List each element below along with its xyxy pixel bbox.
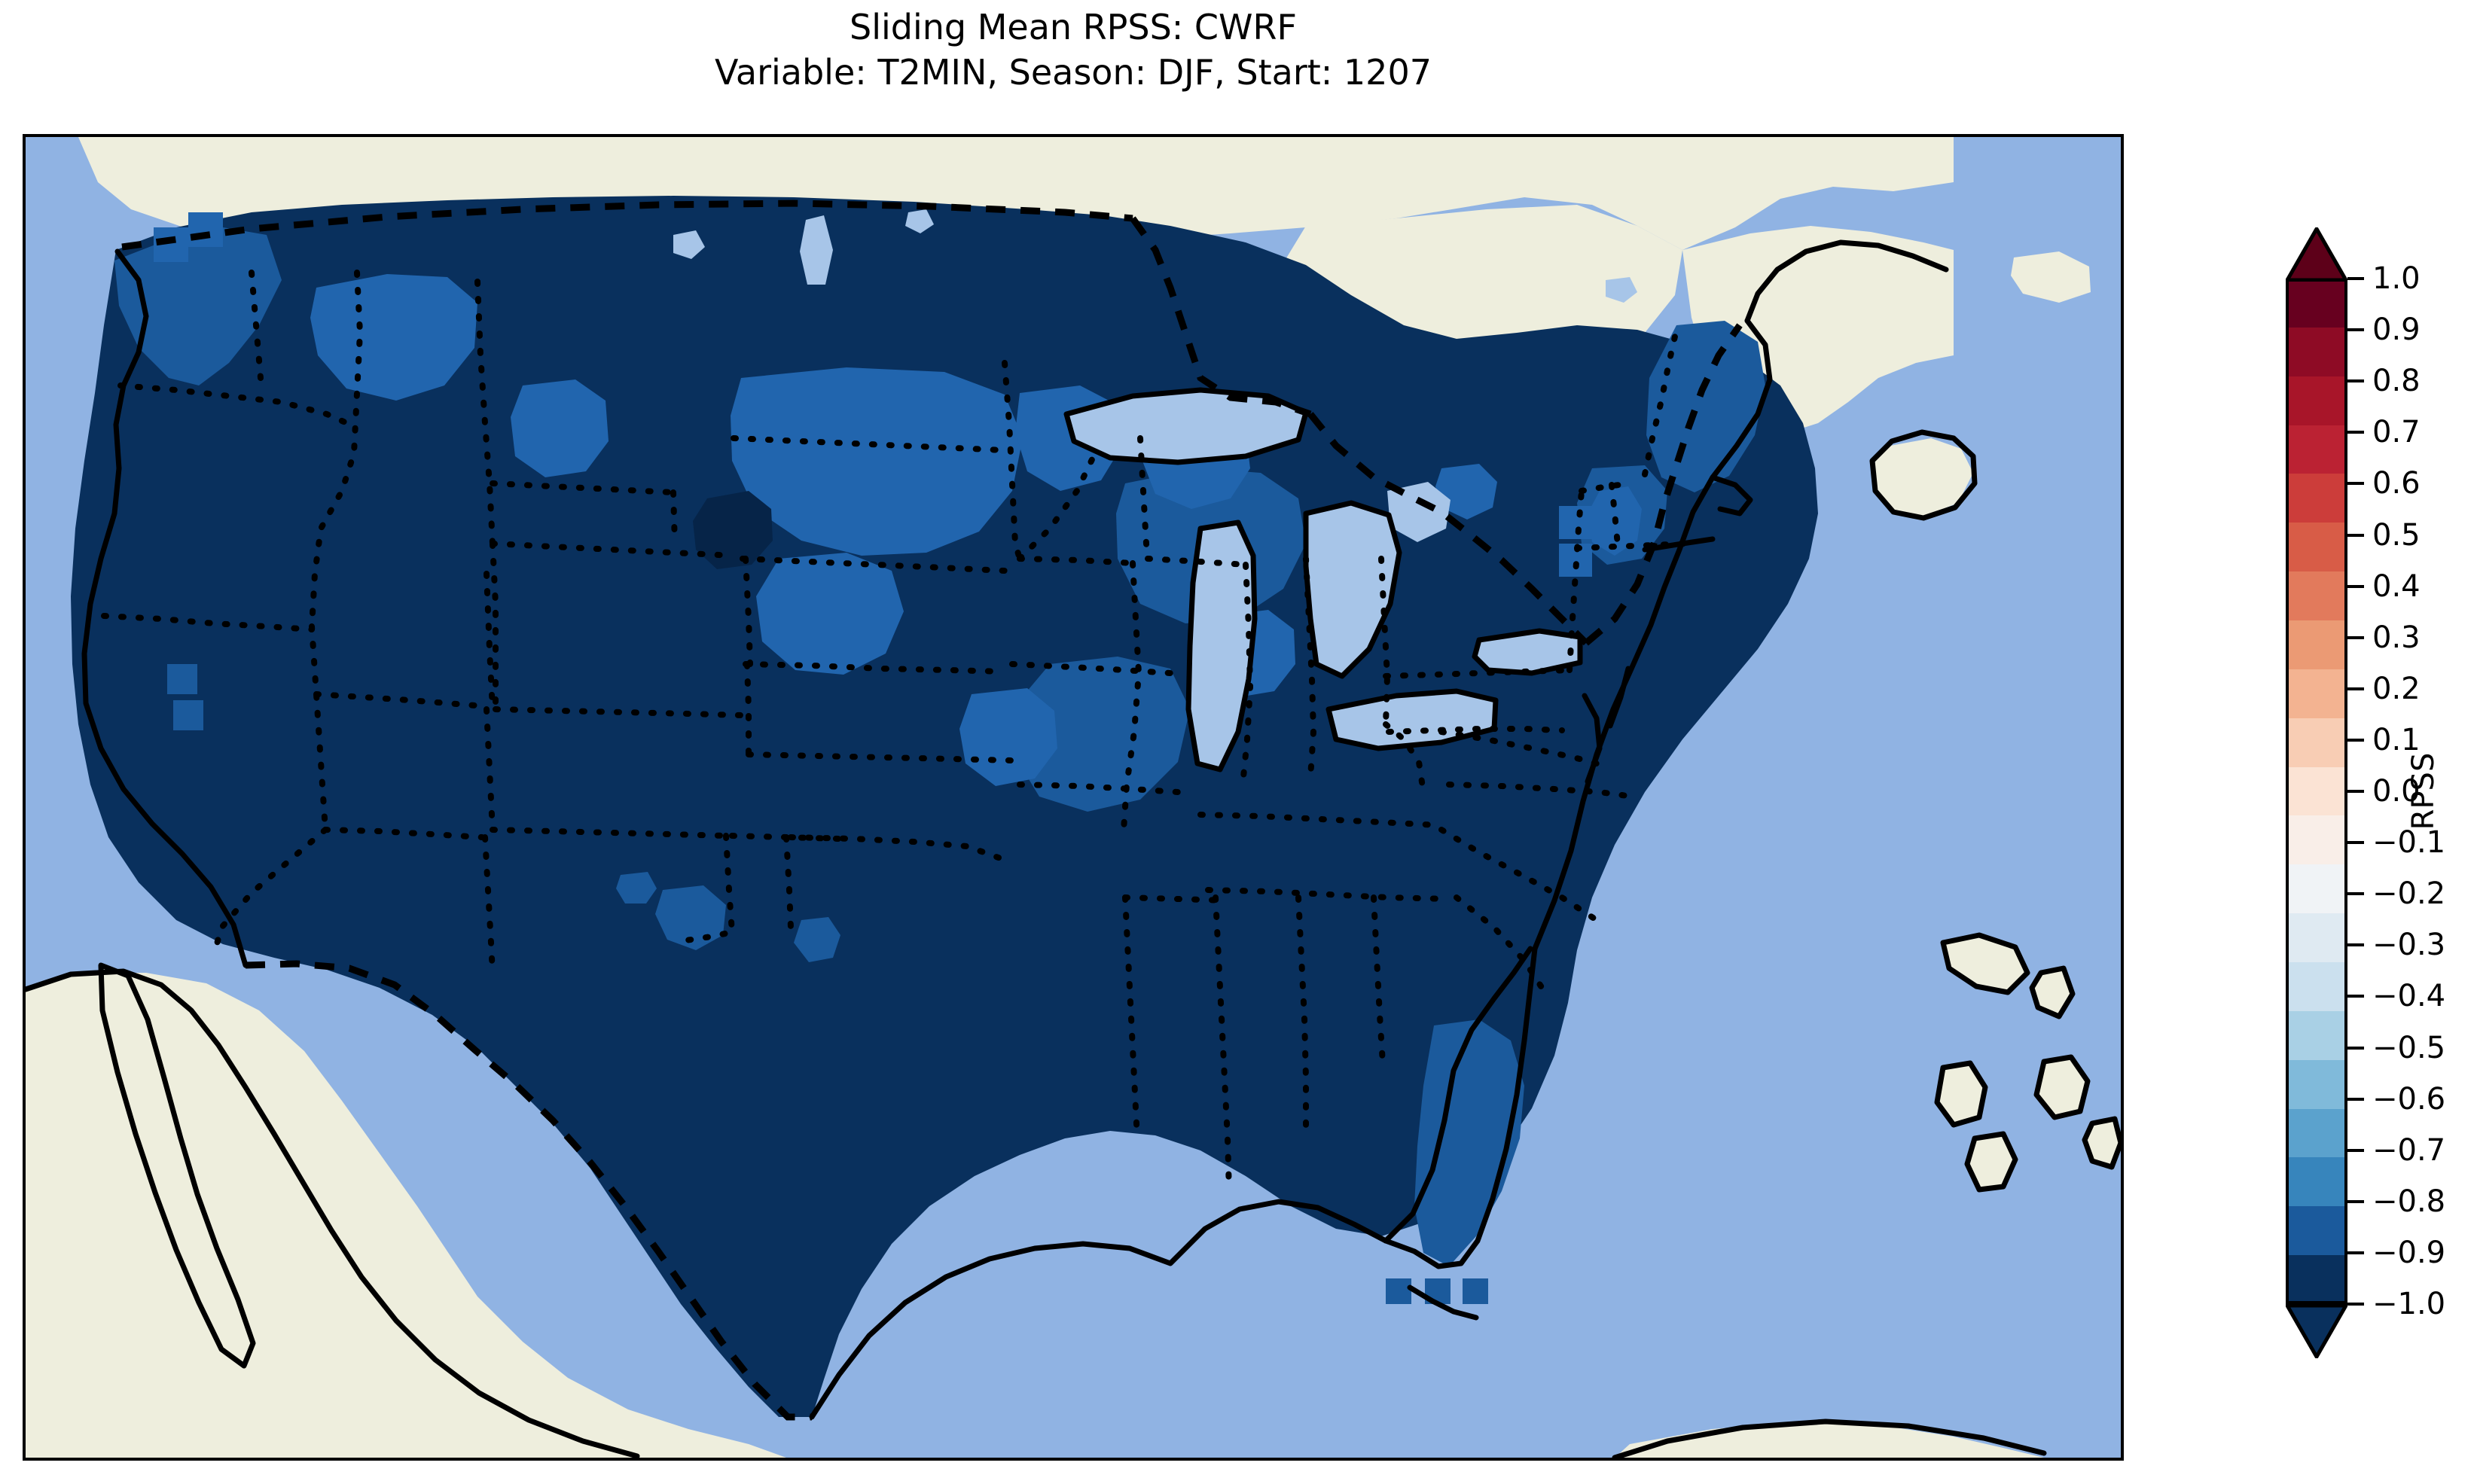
rpss-band--0.95 <box>71 196 1818 1417</box>
colorbar-tick <box>2347 1046 2364 1050</box>
colorbar-tick-label: 0.6 <box>2372 466 2421 501</box>
colorbar-tick <box>2347 687 2364 690</box>
colorbar-band <box>2286 718 2347 768</box>
conus-rpss-map <box>26 137 2121 1458</box>
colorbar-tick-label: −0.6 <box>2372 1081 2446 1117</box>
colorbar-tick <box>2347 328 2364 332</box>
figure-subtitle: Variable: T2MIN, Season: DJF, Start: 120… <box>715 52 1432 93</box>
colorbar-tick-label: −0.9 <box>2372 1235 2446 1270</box>
colorbar-tick-label: 0.3 <box>2372 620 2421 655</box>
colorbar-band <box>2286 815 2347 866</box>
colorbar-tick-label: −0.4 <box>2372 979 2446 1014</box>
colorbar-extend-bottom-arrow <box>2286 1304 2347 1358</box>
colorbar-band <box>2286 523 2347 573</box>
coastlines <box>26 239 2121 1458</box>
colorbar-tick <box>2347 738 2364 742</box>
colorbar-tick-label: −0.7 <box>2372 1132 2446 1168</box>
colorbar-tick-label: −0.8 <box>2372 1184 2446 1219</box>
colorbar-tick <box>2347 892 2364 896</box>
colorbar-tick-label: −0.5 <box>2372 1030 2446 1065</box>
colorbar-tick <box>2347 841 2364 845</box>
colorbar-band <box>2286 669 2347 719</box>
colorbar-tick <box>2347 1303 2364 1306</box>
colorbar-tick <box>2347 1148 2364 1152</box>
state-borders <box>101 270 1690 1194</box>
colorbar-tick-label: 0.1 <box>2372 722 2421 757</box>
colorbar-tick <box>2347 277 2364 280</box>
map-axes[interactable] <box>23 134 2124 1461</box>
colorbar-tick-label: 0.9 <box>2372 312 2421 348</box>
country-borders <box>121 200 1743 1421</box>
colorbar-tick-label: 0.0 <box>2372 774 2421 809</box>
colorbar-band <box>2286 425 2347 475</box>
colorbar-tick <box>2347 533 2364 537</box>
colorbar-band <box>2286 279 2347 328</box>
colorbar-tick-label: 0.2 <box>2372 671 2421 706</box>
colorbar-tick <box>2347 584 2364 588</box>
colorbar-band <box>2286 1108 2347 1159</box>
colorbar-band <box>2286 474 2347 524</box>
colorbar-tick <box>2347 943 2364 947</box>
colorbar-band <box>2286 1255 2347 1305</box>
colorbar-tick-label: 1.0 <box>2372 261 2421 296</box>
figure-title-block: Sliding Mean RPSS: CWRF Variable: T2MIN,… <box>0 5 2146 95</box>
colorbar-tick <box>2347 482 2364 486</box>
colorbar-band <box>2286 620 2347 670</box>
colorbar-tick-label: 0.8 <box>2372 364 2421 399</box>
colorbar-band <box>2286 571 2347 621</box>
colorbar-tick <box>2347 995 2364 998</box>
colorbar-tick-label: −0.3 <box>2372 928 2446 963</box>
colorbar-band <box>2286 962 2347 1012</box>
colorbar-tick <box>2347 1251 2364 1254</box>
page-title: Sliding Mean RPSS: CWRF <box>850 7 1297 47</box>
colorbar-tick-label: −0.1 <box>2372 825 2446 861</box>
colorbar-tick <box>2347 790 2364 793</box>
colorbar-band <box>2286 1206 2347 1257</box>
rpss-data-raster <box>71 196 1818 1417</box>
colorbar-tick <box>2347 1097 2364 1101</box>
colorbar-tick-label: −1.0 <box>2372 1287 2446 1321</box>
colorbar-tick-label: 0.5 <box>2372 517 2421 553</box>
colorbar-tick <box>2347 635 2364 639</box>
colorbar-extend-top-arrow <box>2286 227 2347 282</box>
colorbar-tick <box>2347 379 2364 383</box>
colorbar-band <box>2286 1157 2347 1208</box>
colorbar-tick <box>2347 1199 2364 1203</box>
rpss-band--0.75 <box>154 212 1642 786</box>
colorbar-band <box>2286 913 2347 963</box>
rpss-band--1.0 <box>693 491 773 569</box>
colorbar-band <box>2286 376 2347 426</box>
colorbar[interactable] <box>2286 279 2347 1305</box>
colorbar-band <box>2286 766 2347 817</box>
colorbar-tick-label: 0.7 <box>2372 415 2421 450</box>
colorbar-tick-label: −0.2 <box>2372 876 2446 912</box>
colorbar-tick-label: 0.4 <box>2372 568 2421 604</box>
colorbar-band <box>2286 327 2347 377</box>
colorbar-band <box>2286 1010 2347 1061</box>
colorbar-tick <box>2347 431 2364 434</box>
colorbar-band <box>2286 864 2347 915</box>
colorbar-band <box>2286 1059 2347 1110</box>
